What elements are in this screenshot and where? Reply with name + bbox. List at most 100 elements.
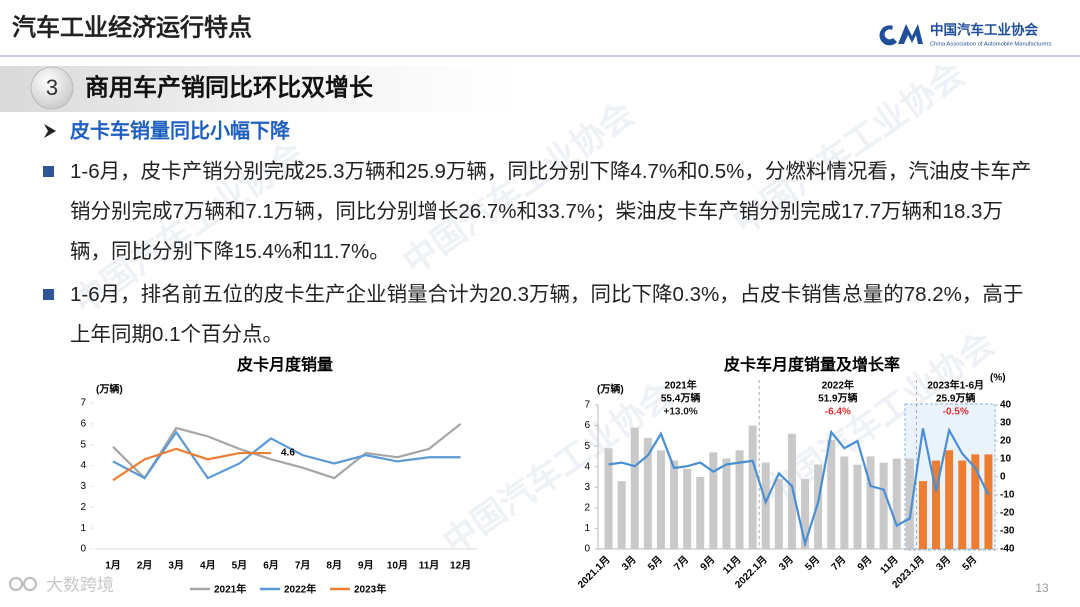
bar xyxy=(617,481,626,549)
y-tick-label: 5 xyxy=(80,439,86,450)
x-tick-label: 7月 xyxy=(672,554,691,573)
y2-tick-label: 10 xyxy=(1000,454,1012,465)
logo-m xyxy=(898,24,923,44)
x-tick-label: 2月 xyxy=(137,560,153,572)
x-tick-label: 11月 xyxy=(721,554,744,577)
logo-c xyxy=(879,25,897,46)
y2-tick-label: 40 xyxy=(1000,400,1012,411)
header-title: 汽车工业经济运行特点 xyxy=(12,13,252,41)
annotation-year: 2022年 xyxy=(822,379,854,392)
y-tick-label: 7 xyxy=(584,400,590,411)
series-line xyxy=(112,430,461,480)
x-tick-label: 1月 xyxy=(105,560,121,572)
annotation-total: 25.9万辆 xyxy=(936,392,975,405)
footer-icon xyxy=(9,577,23,591)
x-tick-label: 11月 xyxy=(419,560,440,572)
bar xyxy=(879,462,888,549)
annotation-year: 2023年1-6月 xyxy=(927,379,984,392)
footer-mark: 大数跨境 xyxy=(46,575,114,594)
bar xyxy=(630,427,639,549)
section-number: 3 xyxy=(46,75,58,100)
y2-tick-label: 0 xyxy=(1000,472,1006,483)
x-tick-label: 9月 xyxy=(855,554,874,573)
x-tick-label: 6月 xyxy=(263,560,279,572)
x-tick-label: 3月 xyxy=(776,554,795,573)
y-tick-label: 5 xyxy=(584,441,590,452)
y-tick-label: 4 xyxy=(80,460,86,471)
bar xyxy=(683,468,692,549)
bar xyxy=(905,458,914,549)
bullet-text: 1-6月，排名前五位的皮卡生产企业销量合计为20.3万辆，同比下降0.3%，占皮… xyxy=(70,283,1024,346)
x-tick-label: 5月 xyxy=(803,554,822,573)
y-tick-label: 0 xyxy=(584,544,590,555)
bar xyxy=(670,460,679,549)
bar xyxy=(958,460,967,549)
bar xyxy=(748,425,757,549)
annotation-total: 51.9万辆 xyxy=(818,392,857,405)
annotation-change: -0.5% xyxy=(943,407,969,418)
annotation-change: -6.4% xyxy=(825,407,851,418)
bar xyxy=(945,450,954,549)
y2-axis-label: (%) xyxy=(990,373,1006,384)
footer-icon xyxy=(23,577,37,591)
bar xyxy=(918,481,927,549)
bar xyxy=(787,433,796,549)
y-axis-label: (万辆) xyxy=(597,383,624,396)
y-axis-label: (万辆) xyxy=(96,383,123,396)
bar xyxy=(971,454,980,549)
x-tick-label: 5月 xyxy=(960,554,979,573)
chart-title: 皮卡月度销量 xyxy=(236,355,333,374)
y-tick-label: 7 xyxy=(80,398,86,409)
y-tick-label: 3 xyxy=(80,481,86,492)
section-band xyxy=(0,66,520,112)
y2-tick-label: -30 xyxy=(1000,526,1015,537)
logo-en: China Association of Automobile Manufact… xyxy=(930,42,1052,48)
x-tick-label: 3月 xyxy=(934,554,953,573)
bar xyxy=(801,479,810,549)
y2-tick-label: -40 xyxy=(1000,544,1015,555)
x-tick-label: 4月 xyxy=(200,560,216,572)
annotation-year: 2021年 xyxy=(664,379,696,392)
chart-title: 皮卡车月度销量及增长率 xyxy=(723,355,900,374)
y2-tick-label: 20 xyxy=(1000,436,1012,447)
bar xyxy=(656,450,665,549)
bar xyxy=(814,464,823,549)
bar xyxy=(984,454,993,549)
y-tick-label: 1 xyxy=(80,523,86,534)
bar xyxy=(722,458,731,549)
y2-tick-label: 30 xyxy=(1000,418,1012,429)
y-tick-label: 2 xyxy=(80,502,86,513)
bar xyxy=(604,448,613,549)
bar xyxy=(735,450,744,549)
bar xyxy=(853,464,862,549)
x-tick-label: 2021.1月 xyxy=(575,554,612,591)
bar xyxy=(709,452,718,549)
x-tick-label: 9月 xyxy=(698,554,717,573)
x-tick-label: 11月 xyxy=(878,554,901,577)
annotation-total: 55.4万辆 xyxy=(661,392,700,405)
x-tick-label: 5月 xyxy=(232,560,248,572)
bar xyxy=(827,439,836,549)
bar xyxy=(761,462,770,549)
subheading: 皮卡车销量同比小幅下降 xyxy=(70,118,291,142)
bullet-square xyxy=(43,289,54,300)
y-tick-label: 6 xyxy=(584,420,590,431)
bar xyxy=(774,479,783,549)
bar xyxy=(866,456,875,549)
y-tick-label: 2 xyxy=(584,502,590,513)
x-tick-label: 12月 xyxy=(450,560,471,572)
arrow-bullet xyxy=(44,124,56,138)
x-tick-label: 3月 xyxy=(168,560,184,572)
bullet-text: 1-6月，皮卡产销分别完成25.3万辆和25.9万辆，同比分别下降4.7%和0.… xyxy=(70,160,1032,263)
y-tick-label: 3 xyxy=(584,482,590,493)
y2-tick-label: -10 xyxy=(1000,490,1015,501)
page-number: 13 xyxy=(1035,581,1049,595)
annotation-change: +13.0% xyxy=(663,407,697,418)
x-tick-label: 5月 xyxy=(645,554,664,573)
bar xyxy=(892,458,901,549)
x-tick-label: 7月 xyxy=(829,554,848,573)
x-tick-label: 3月 xyxy=(619,554,638,573)
bullet-square xyxy=(43,166,54,177)
